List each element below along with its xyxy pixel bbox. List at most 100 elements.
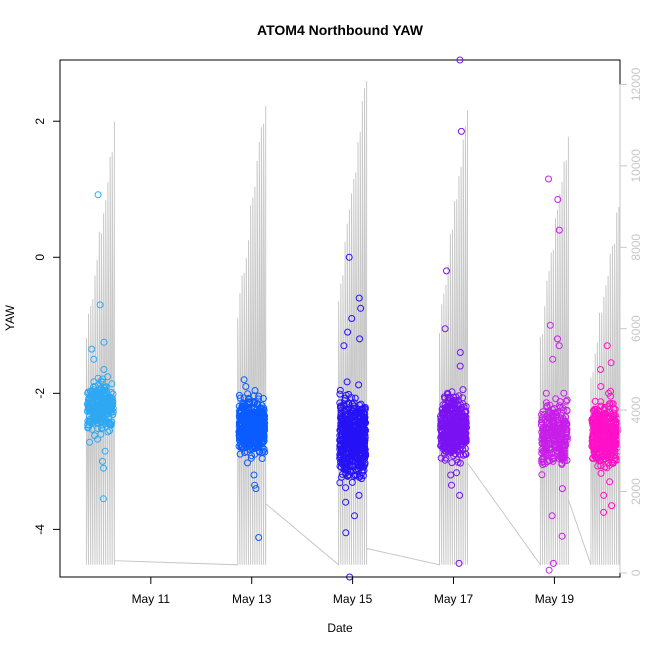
data-point bbox=[348, 400, 356, 408]
data-point bbox=[348, 478, 356, 486]
data-point bbox=[560, 437, 568, 445]
data-point bbox=[361, 445, 369, 452]
data-point bbox=[259, 447, 267, 455]
data-point bbox=[360, 452, 368, 460]
data-point bbox=[354, 438, 362, 446]
y-right-tick-label: 8000 bbox=[629, 234, 643, 261]
y-right-tick-label: 10000 bbox=[629, 149, 643, 183]
data-point bbox=[339, 435, 347, 443]
data-point bbox=[348, 315, 356, 322]
data-point bbox=[358, 420, 366, 428]
data-point bbox=[99, 495, 107, 503]
data-point bbox=[447, 471, 455, 479]
data-point bbox=[459, 386, 467, 394]
data-point bbox=[344, 472, 352, 480]
data-point bbox=[548, 412, 556, 420]
data-point bbox=[258, 455, 266, 462]
data-point bbox=[561, 442, 569, 450]
data-point bbox=[346, 458, 354, 466]
data-point bbox=[560, 389, 568, 397]
data-point bbox=[256, 427, 264, 435]
data-point bbox=[98, 395, 105, 403]
data-point bbox=[258, 440, 266, 448]
data-point bbox=[348, 452, 356, 460]
data-point bbox=[607, 387, 615, 395]
data-point bbox=[444, 436, 452, 444]
data-point bbox=[453, 412, 460, 420]
data-point bbox=[242, 383, 250, 390]
data-point bbox=[355, 491, 363, 499]
data-point bbox=[607, 392, 615, 400]
data-point bbox=[450, 401, 458, 409]
data-point bbox=[104, 428, 112, 436]
x-tick-label: May 19 bbox=[535, 592, 575, 606]
data-point bbox=[244, 428, 252, 436]
data-point bbox=[456, 435, 464, 443]
data-point bbox=[356, 412, 364, 420]
chart-title: ATOM4 Northbound YAW bbox=[257, 22, 424, 38]
data-point bbox=[552, 395, 560, 403]
data-point bbox=[457, 127, 465, 135]
data-point bbox=[343, 378, 351, 386]
data-point bbox=[558, 485, 566, 493]
data-point bbox=[605, 426, 613, 434]
data-point bbox=[99, 457, 106, 465]
data-point bbox=[361, 440, 369, 448]
data-point bbox=[451, 450, 459, 458]
data-point bbox=[554, 416, 562, 424]
data-point bbox=[100, 464, 107, 472]
data-point bbox=[103, 387, 110, 395]
data-point bbox=[101, 447, 109, 455]
data-point bbox=[336, 390, 344, 398]
data-point bbox=[588, 441, 596, 449]
data-point bbox=[545, 566, 553, 574]
data-point bbox=[87, 418, 95, 426]
data-point bbox=[342, 529, 350, 537]
data-point bbox=[238, 435, 245, 443]
data-point bbox=[104, 406, 112, 414]
data-point bbox=[448, 459, 456, 467]
data-point bbox=[87, 390, 95, 398]
data-point bbox=[360, 466, 368, 474]
x-tick-label: May 15 bbox=[333, 592, 373, 606]
data-point bbox=[457, 427, 465, 435]
data-point bbox=[345, 416, 353, 424]
data-point bbox=[439, 442, 447, 450]
data-point bbox=[341, 433, 349, 441]
data-point bbox=[448, 481, 455, 489]
data-point bbox=[102, 390, 110, 398]
data-point bbox=[256, 404, 264, 412]
data-point bbox=[549, 559, 557, 567]
data-point bbox=[337, 404, 345, 412]
data-point bbox=[595, 424, 602, 432]
data-point bbox=[336, 386, 344, 394]
data-point bbox=[555, 226, 563, 234]
data-point bbox=[597, 469, 605, 477]
data-point bbox=[446, 411, 454, 419]
data-point bbox=[600, 491, 608, 499]
data-point bbox=[250, 441, 258, 449]
data-point bbox=[251, 450, 259, 458]
data-point bbox=[354, 443, 362, 451]
data-point bbox=[539, 458, 547, 466]
data-point bbox=[553, 411, 561, 419]
data-point bbox=[355, 460, 363, 468]
data-point bbox=[591, 453, 599, 461]
data-point bbox=[344, 328, 352, 336]
data-point bbox=[545, 175, 552, 183]
data-point bbox=[345, 444, 353, 452]
data-point bbox=[242, 430, 250, 438]
data-point bbox=[341, 394, 349, 402]
data-point bbox=[443, 431, 451, 439]
data-point bbox=[562, 397, 570, 405]
data-point bbox=[456, 56, 464, 64]
data-point bbox=[98, 424, 106, 432]
data-point bbox=[448, 443, 456, 451]
y-tick-label: -2 bbox=[33, 388, 47, 399]
data-point bbox=[607, 441, 615, 449]
data-point bbox=[351, 394, 359, 402]
data-point bbox=[236, 450, 244, 458]
data-point bbox=[106, 419, 114, 427]
data-point bbox=[244, 405, 252, 413]
